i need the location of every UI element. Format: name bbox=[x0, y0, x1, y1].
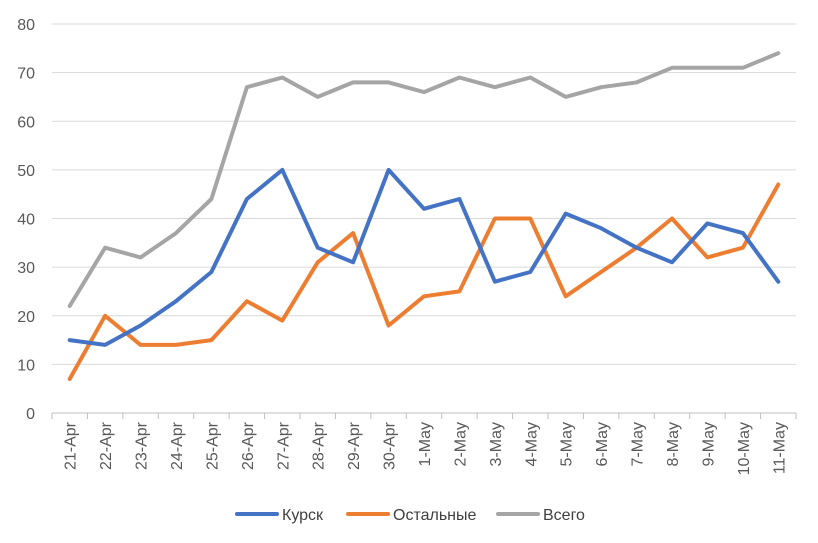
legend-item-2: Всего bbox=[496, 507, 585, 524]
series-line-1 bbox=[67, 182, 781, 381]
x-tick-label: 1-May bbox=[417, 422, 434, 466]
x-tick-label: 3-May bbox=[488, 422, 505, 466]
x-tick-label: 24-Apr bbox=[169, 421, 186, 470]
x-tick-label: 28-Apr bbox=[311, 421, 328, 470]
legend-label: Всего bbox=[543, 507, 585, 524]
x-tick-label: 4-May bbox=[523, 422, 540, 466]
x-tick-label: 21-Apr bbox=[63, 421, 80, 470]
y-tick-label: 10 bbox=[17, 357, 35, 374]
x-tick-label: 5-May bbox=[559, 422, 576, 466]
x-tick-label: 7-May bbox=[630, 422, 647, 466]
legend-label: Курск bbox=[282, 507, 324, 524]
x-tick-label: 10-May bbox=[736, 422, 753, 475]
x-tick-label: 6-May bbox=[594, 422, 611, 466]
y-tick-label: 80 bbox=[17, 17, 35, 34]
y-tick-label: 40 bbox=[17, 212, 35, 229]
x-tick-label: 29-Apr bbox=[346, 421, 363, 470]
legend-item-0: Курск bbox=[235, 507, 324, 524]
x-tick-label: 22-Apr bbox=[98, 421, 115, 470]
y-tick-label: 0 bbox=[26, 406, 35, 423]
x-tick-label: 2-May bbox=[452, 422, 469, 466]
x-tick-label: 11-May bbox=[771, 422, 788, 474]
x-tick-label: 8-May bbox=[665, 422, 682, 466]
series-line-0 bbox=[67, 167, 781, 347]
x-tick-label: 23-Apr bbox=[134, 421, 151, 470]
y-tick-label: 50 bbox=[17, 163, 35, 180]
gridlines bbox=[52, 23, 796, 365]
series-lines bbox=[67, 51, 781, 381]
y-tick-label: 30 bbox=[17, 260, 35, 277]
x-tick-label: 25-Apr bbox=[204, 421, 221, 470]
x-axis: 21-Apr 22-Apr 23-Apr 24-Apr 25-Apr 26-Apr 27-A… bbox=[51, 412, 797, 475]
x-tick-label: 27-Apr bbox=[275, 421, 292, 470]
legend-label: Остальные bbox=[393, 507, 477, 524]
x-tick-label: 9-May bbox=[700, 422, 717, 466]
legend: Курск Остальные Всего bbox=[235, 507, 585, 524]
x-tick-label: 30-Apr bbox=[382, 421, 399, 470]
x-tick-label: 26-Apr bbox=[240, 421, 257, 470]
legend-item-1: Остальные bbox=[346, 507, 477, 524]
y-tick-label: 60 bbox=[17, 114, 35, 131]
series-line-2 bbox=[67, 51, 781, 308]
y-tick-label: 20 bbox=[17, 309, 35, 326]
y-tick-label: 70 bbox=[17, 66, 35, 83]
y-axis: 0 10 20 30 40 50 60 70 80 bbox=[17, 17, 35, 423]
